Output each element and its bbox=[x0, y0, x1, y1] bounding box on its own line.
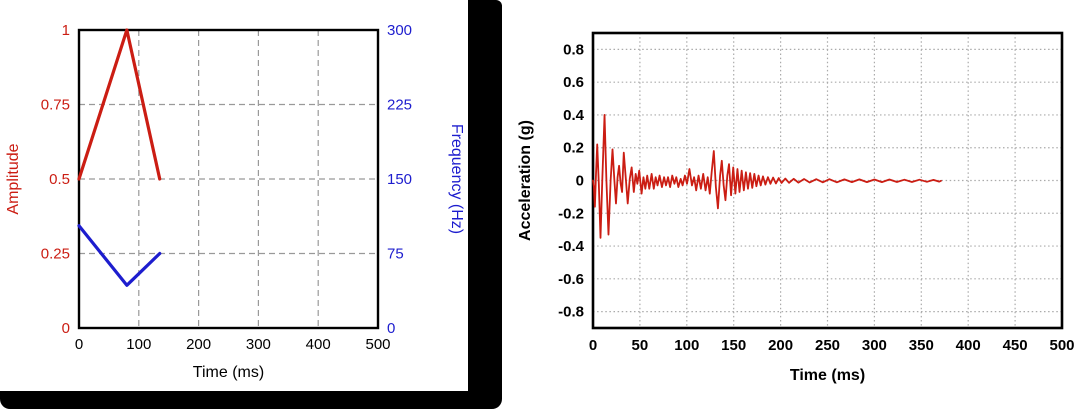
sweep-profile-panel: 0 0.25 0.5 0.75 1 0 75 150 225 300 0 100 200 300 400 50… bbox=[0, 0, 468, 391]
y-tick-label: 0.4 bbox=[563, 107, 585, 124]
y-tick-label: -0.4 bbox=[558, 238, 585, 255]
frequency-series bbox=[77, 224, 162, 287]
right-y-tick-label: 0 bbox=[387, 320, 395, 337]
x-tick-label: 500 bbox=[365, 336, 390, 353]
x-tick-label: 0 bbox=[75, 336, 83, 353]
x-tick-label: 350 bbox=[909, 337, 934, 354]
x-tick-label: 100 bbox=[674, 337, 699, 354]
y-tick-label: 0.2 bbox=[563, 140, 584, 157]
acceleration-panel: 0.8 0.6 0.4 0.2 0 -0.2 -0.4 -0.6 -0.8 0 50 100 150 20… bbox=[502, 0, 1086, 409]
right-y-tick-label: 225 bbox=[387, 97, 412, 114]
y-axis-title: Acceleration (g) bbox=[517, 120, 534, 241]
left-y-tick-label: 0 bbox=[62, 320, 70, 337]
acceleration-series bbox=[592, 114, 942, 239]
left-y-tick-label: 0.25 bbox=[41, 246, 70, 263]
y-tick-label: 0 bbox=[576, 173, 584, 190]
left-y-tick-label: 0.5 bbox=[49, 171, 70, 188]
left-y-tick-label: 0.75 bbox=[41, 97, 70, 114]
acceleration-chart: 0.8 0.6 0.4 0.2 0 -0.2 -0.4 -0.6 -0.8 0 50 100 150 20… bbox=[517, 31, 1075, 384]
right-y-tick-label: 75 bbox=[387, 246, 404, 263]
amplitude-series bbox=[77, 28, 162, 181]
y-tick-label: 0.6 bbox=[563, 74, 584, 91]
x-tick-label: 200 bbox=[768, 337, 793, 354]
x-tick-label: 400 bbox=[956, 337, 981, 354]
right-y-axis-title: Frequency (Hz) bbox=[448, 124, 465, 234]
right-y-tick-label: 300 bbox=[387, 22, 412, 39]
right-y-tick-label: 150 bbox=[387, 171, 412, 188]
x-tick-label: 100 bbox=[126, 336, 151, 353]
y-tick-label: -0.8 bbox=[558, 304, 584, 321]
left-y-axis-title: Amplitude bbox=[5, 143, 22, 214]
x-tick-label: 450 bbox=[1003, 337, 1028, 354]
x-tick-label: 300 bbox=[246, 336, 271, 353]
left-panel-frame: 0 0.25 0.5 0.75 1 0 75 150 225 300 0 100 200 300 400 50… bbox=[0, 0, 502, 409]
x-tick-label: 500 bbox=[1049, 337, 1074, 354]
x-tick-label: 50 bbox=[632, 337, 649, 354]
x-tick-label: 300 bbox=[862, 337, 887, 354]
y-tick-label: -0.6 bbox=[558, 271, 584, 288]
x-tick-label: 0 bbox=[589, 337, 597, 354]
y-tick-label: -0.2 bbox=[558, 205, 584, 222]
x-tick-label: 400 bbox=[306, 336, 331, 353]
x-tick-label: 250 bbox=[815, 337, 840, 354]
x-axis-title: Time (ms) bbox=[790, 367, 865, 384]
x-tick-label: 200 bbox=[186, 336, 211, 353]
y-tick-label: 0.8 bbox=[563, 41, 584, 58]
sweep-profile-chart: 0 0.25 0.5 0.75 1 0 75 150 225 300 0 100 200 300 400 50… bbox=[5, 22, 465, 381]
left-y-tick-label: 1 bbox=[62, 22, 70, 39]
x-axis-title: Time (ms) bbox=[193, 364, 264, 381]
x-tick-label: 150 bbox=[721, 337, 746, 354]
